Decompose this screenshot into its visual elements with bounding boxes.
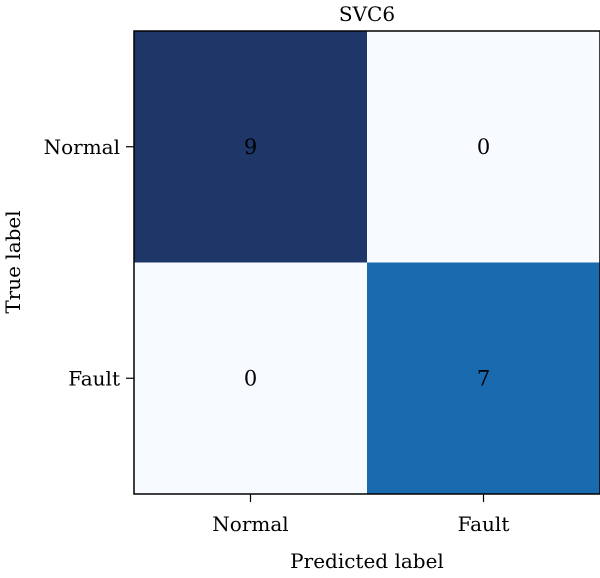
y-tick-label-0: Normal (44, 135, 120, 159)
cell-value-label-r0-c1: 0 (477, 135, 490, 159)
x-tick-label-0: Normal (212, 512, 288, 536)
heatmap-cell-r0-c0 (134, 31, 367, 263)
x-axis-label: Predicted label (290, 549, 444, 573)
x-tick-label-1: Fault (458, 512, 510, 536)
heatmap-cell-r0-c1 (367, 31, 600, 263)
y-tick-label-1: Fault (68, 366, 120, 390)
heatmap-cell-r1-c1 (367, 262, 600, 494)
tick-labels: Normal Fault Normal Fault (44, 135, 510, 536)
cell-value-label-r0-c0: 9 (244, 135, 257, 159)
cell-value-label-r1-c0: 0 (244, 366, 257, 390)
axis-ticks (126, 146, 485, 502)
cell-value-labels: 9 0 0 7 (244, 135, 490, 391)
heatmap-cell-r1-c0 (134, 262, 367, 494)
cell-value-label-r1-c1: 7 (477, 366, 490, 390)
heatmap-cells (134, 31, 600, 494)
chart-title: SVC6 (339, 2, 395, 26)
y-axis-label: True label (1, 210, 25, 313)
plot-frame (133, 30, 600, 495)
